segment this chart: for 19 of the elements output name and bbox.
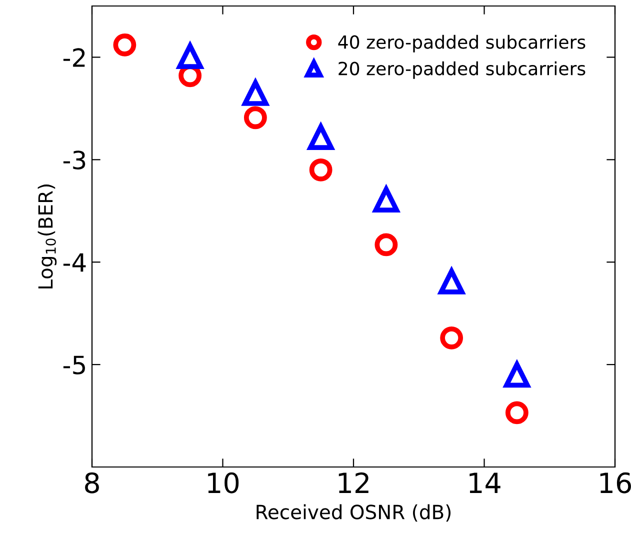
y-tick-label: -4 [63,253,86,272]
point [244,106,267,130]
point [113,33,136,56]
x-axis-title: Received OSNR (dB) [256,504,451,522]
y-tick-label: -2 [63,48,85,67]
point [505,401,528,424]
x-tick-label: 14 [470,472,500,493]
x-tick-label: 8 [85,472,99,494]
point [440,326,464,350]
legend-label: 20 zero-padded subcarriers [338,61,586,79]
y-tick-label: -5 [63,356,85,374]
x-tick-label: 12 [338,472,368,493]
x-tick-label: 10 [208,472,239,494]
legend-label: 40 zero-padded subcarriers [338,34,586,52]
y-tick-label: -3 [63,150,86,170]
point [374,233,398,256]
point [309,158,332,182]
y-axis-title: Log$_{10}$(BER) [38,184,57,288]
x-tick-label: 16 [600,472,631,494]
